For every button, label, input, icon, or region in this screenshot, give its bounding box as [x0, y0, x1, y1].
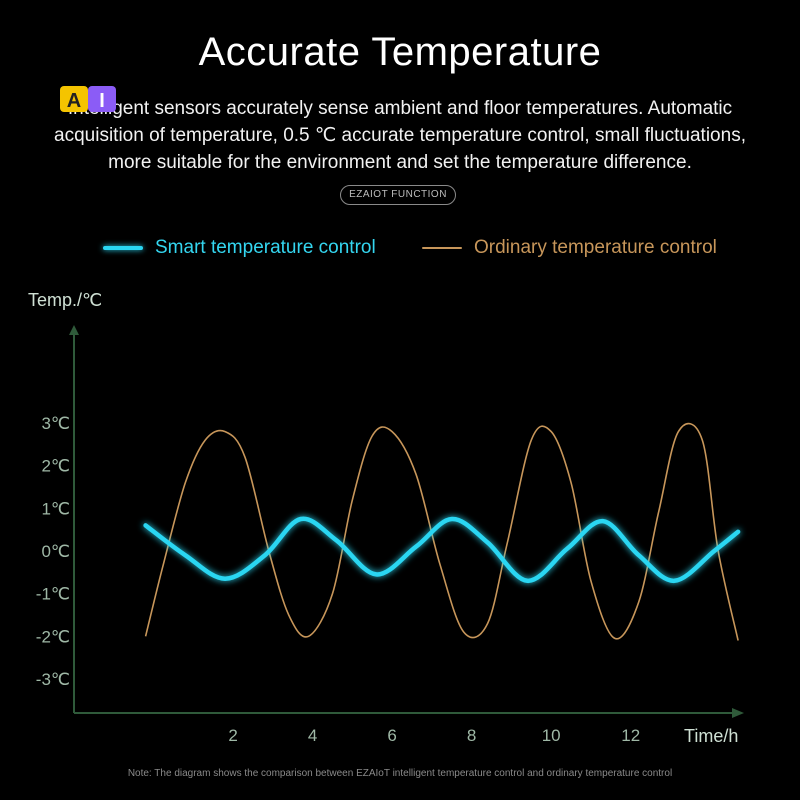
x-tick-label: 2 — [228, 726, 237, 745]
y-tick-label: 2℃ — [41, 457, 70, 476]
footnote: Note: The diagram shows the comparison b… — [127, 768, 673, 779]
function-badge: EZAIOT FUNCTION — [340, 185, 456, 205]
y-axis-arrow-icon — [69, 325, 79, 335]
legend-swatch-smart — [103, 246, 143, 250]
legend-label-smart: Smart temperature control — [155, 237, 376, 258]
y-tick-label: 0℃ — [41, 542, 70, 561]
x-tick-label: 10 — [542, 726, 561, 745]
legend-label-ordinary: Ordinary temperature control — [474, 237, 717, 258]
x-tick-label: 8 — [467, 726, 476, 745]
x-axis-arrow-icon — [732, 708, 744, 718]
x-axis-title: Time/h — [684, 726, 738, 746]
svg-text:A: A — [67, 90, 81, 112]
x-tick-label: 6 — [387, 726, 396, 745]
legend-item-smart: Smart temperature control — [103, 236, 376, 260]
y-axis-title: Temp./℃ — [28, 290, 102, 310]
y-tick-label: 3℃ — [41, 414, 70, 433]
page-title: Accurate Temperature — [198, 30, 602, 74]
description-line-2: acquisition of temperature, 0.5 ℃ accura… — [54, 125, 746, 146]
description-line-3: more suitable for the environment and se… — [108, 152, 692, 173]
series-line-smart — [143, 516, 741, 584]
watermark-logo-icon: A I — [60, 86, 116, 112]
description: Intelligent sensors accurately sense amb… — [10, 95, 790, 176]
x-tick-label: 12 — [621, 726, 640, 745]
y-tick-label: -3℃ — [36, 670, 70, 689]
y-tick-label: -1℃ — [36, 585, 70, 604]
description-line-1: Intelligent sensors accurately sense amb… — [67, 98, 733, 119]
y-tick-label: 1℃ — [41, 499, 70, 518]
legend-swatch-ordinary — [422, 247, 462, 249]
y-tick-label: -2℃ — [36, 627, 70, 646]
legend-item-ordinary: Ordinary temperature control — [422, 236, 717, 260]
x-tick-label: 4 — [308, 726, 317, 745]
svg-text:I: I — [99, 90, 105, 112]
series-line-ordinary — [144, 422, 739, 641]
